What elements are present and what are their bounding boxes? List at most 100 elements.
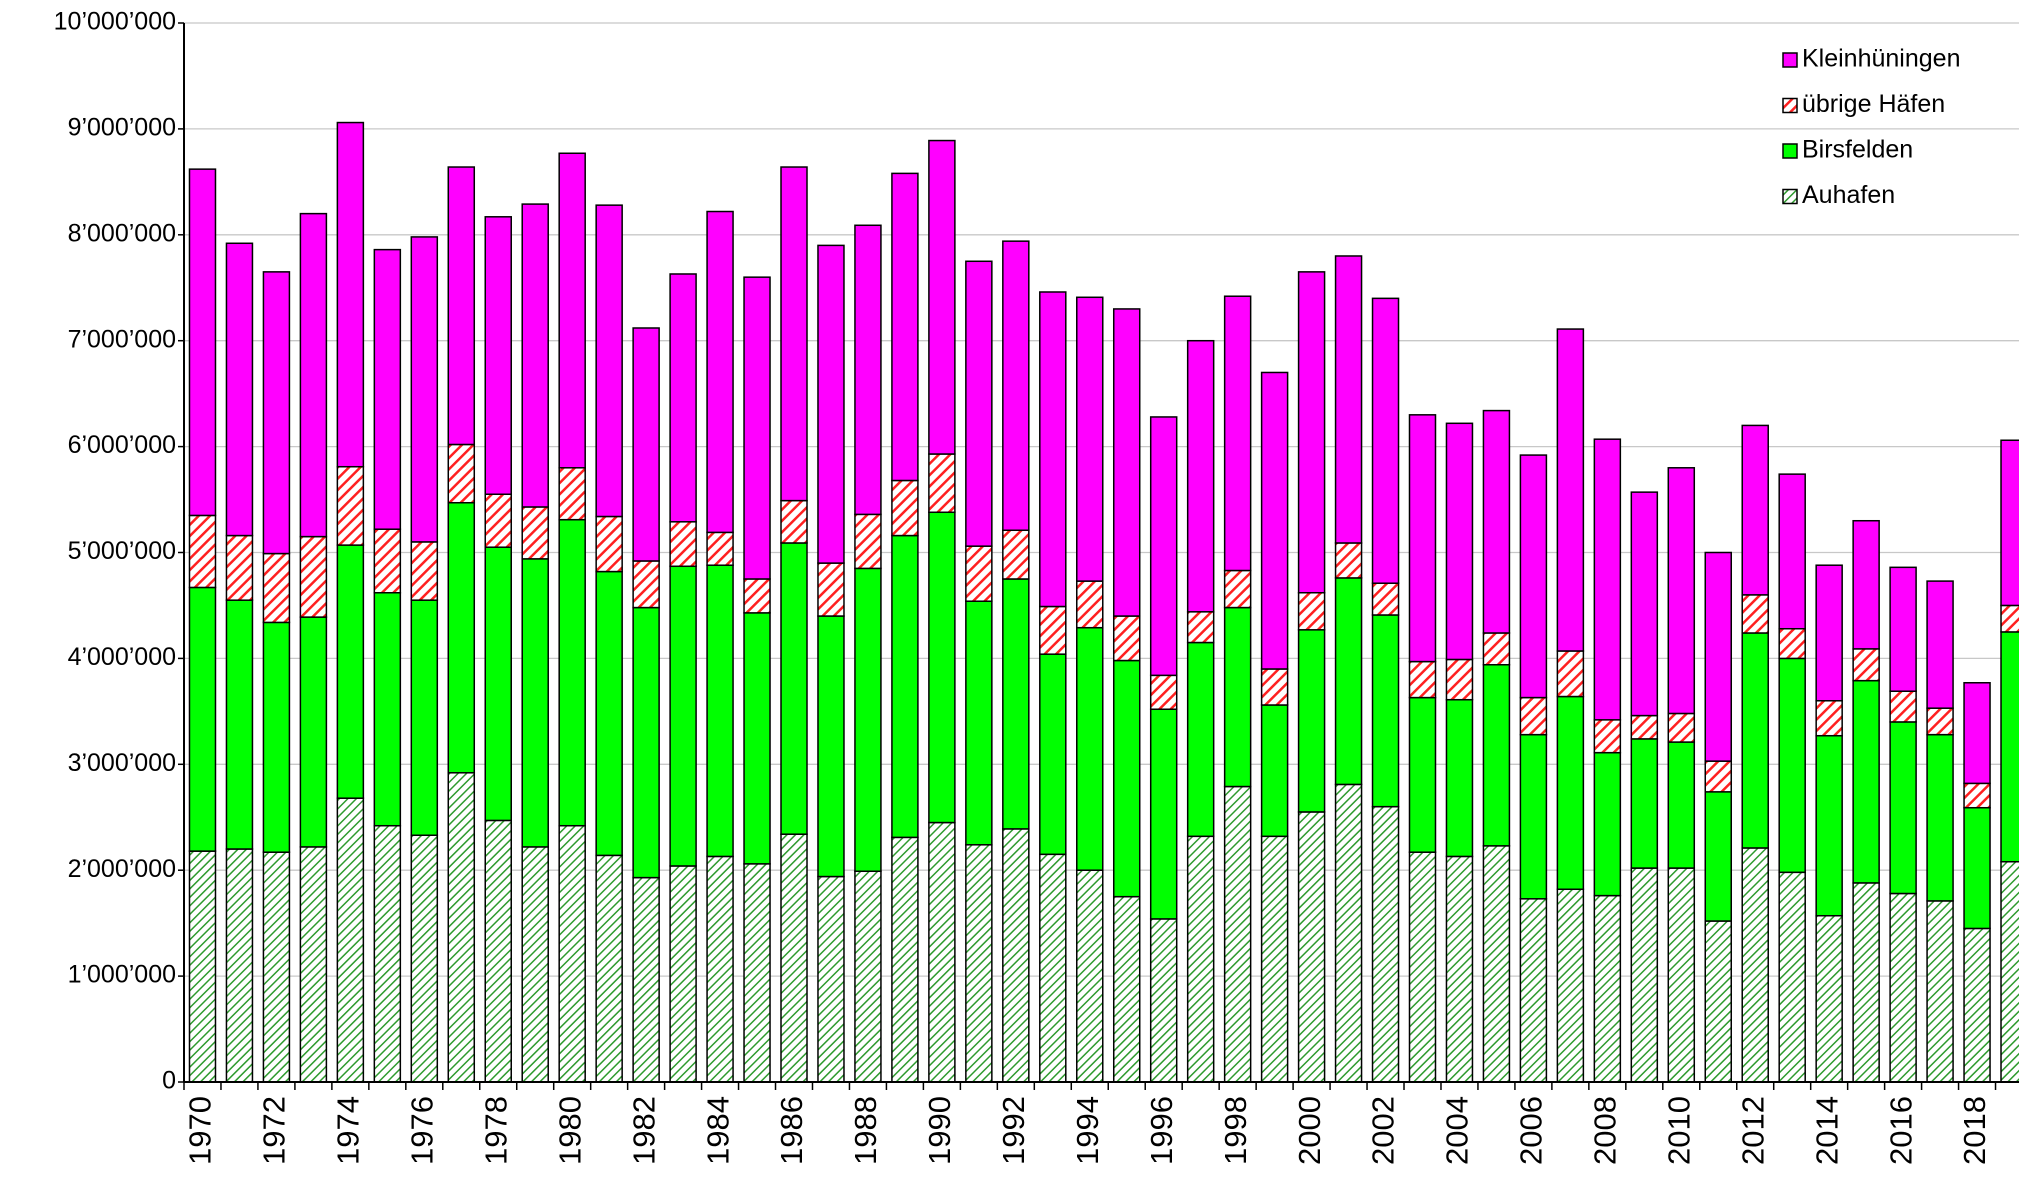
bar-segment: [1371, 805, 1400, 1083]
x-tick-label: 1980: [552, 1096, 587, 1165]
bar-segment: [188, 514, 217, 589]
bar-segment: [1297, 811, 1326, 1083]
bar-segment: [373, 528, 402, 594]
bar-segment: [336, 544, 365, 799]
bar-segment: [336, 797, 365, 1083]
bar-segment: [817, 875, 845, 1083]
bar-segment: [1223, 606, 1252, 788]
bar-segment: [262, 851, 291, 1083]
bar-segment: [1260, 668, 1289, 706]
bar-segment: [854, 870, 882, 1083]
bar-segment: [780, 542, 808, 835]
bar-segment: [1076, 626, 1104, 871]
bar-segment: [447, 772, 476, 1083]
bar-segment: [1741, 424, 1769, 596]
bar-segment: [1002, 578, 1030, 830]
x-tick-label: 1976: [404, 1096, 439, 1165]
bar-segment: [669, 273, 697, 523]
bar-segment: [1963, 927, 1991, 1083]
bar-segment: [1741, 594, 1769, 634]
bar-segment: [743, 612, 771, 865]
bar-segment: [1593, 751, 1622, 897]
bar-segment: [706, 531, 734, 566]
legend-label: Auhafen: [1802, 181, 1895, 209]
bar-segment: [817, 244, 845, 564]
bar-segment: [1334, 783, 1363, 1083]
bar-segment: [1408, 696, 1437, 853]
bar-segment: [447, 166, 476, 446]
bar-segment: [817, 615, 845, 878]
bar-segment: [1260, 704, 1289, 838]
bar-segment: [1926, 733, 1954, 902]
bar-segment: [373, 824, 402, 1083]
bar-segment: [1371, 297, 1400, 584]
bar-segment: [299, 212, 328, 538]
bar-segment: [1852, 882, 1880, 1083]
x-tick-label: 2004: [1440, 1096, 1475, 1165]
bar-segment: [1926, 707, 1954, 736]
bar-segment: [595, 204, 623, 518]
bar-segment: [1297, 591, 1326, 631]
bar-segment: [1149, 918, 1178, 1083]
bar-segment: [891, 479, 919, 537]
bar-segment: [1149, 708, 1178, 920]
bar-segment: [1667, 467, 1696, 715]
y-tick-label: 10’000’000: [54, 8, 176, 36]
bar-segment: [484, 493, 512, 548]
bar-segment: [965, 545, 993, 602]
bar-segment: [743, 578, 771, 614]
bar-segment: [1297, 271, 1326, 594]
bar-segment: [1593, 894, 1622, 1083]
bar-segment: [1852, 519, 1880, 650]
bar-segment: [336, 465, 365, 546]
bar-segment: [1039, 605, 1067, 655]
bar-segment: [1556, 328, 1585, 652]
bar-segment: [1112, 659, 1141, 898]
x-tick-label: 2006: [1514, 1096, 1549, 1165]
y-tick-label: 4’000’000: [68, 643, 176, 671]
bar-segment: [1039, 291, 1067, 608]
x-tick-label: 2016: [1883, 1096, 1918, 1165]
bar-segment: [225, 534, 254, 601]
x-tick-label: 2000: [1292, 1096, 1327, 1165]
bar-segment: [262, 552, 291, 624]
bar-segment: [632, 876, 660, 1083]
y-tick-label: 0: [162, 1067, 176, 1095]
bar-segment: [1704, 760, 1733, 793]
bar-segment: [928, 453, 956, 514]
bar-segment: [1704, 551, 1733, 762]
bar-segment: [1223, 295, 1252, 572]
bar-segment: [410, 236, 439, 543]
bar-segment: [447, 501, 476, 774]
bar-segment: [1778, 627, 1806, 660]
bar-segment: [188, 168, 217, 517]
bar-segment: [1112, 308, 1141, 617]
bar-segment: [1334, 255, 1363, 544]
bar-segment: [1667, 867, 1696, 1083]
bar-segment: [410, 541, 439, 601]
legend-swatch: [1782, 97, 1798, 114]
legend-label: Kleinhüningen: [1802, 45, 1960, 73]
legend-swatch: [1782, 52, 1798, 68]
bar-segment: [558, 518, 586, 827]
bar-segment: [1482, 845, 1511, 1083]
bar-segment: [1815, 734, 1843, 917]
bar-segment: [1076, 296, 1104, 582]
legend-label: übrige Häfen: [1802, 90, 1945, 118]
bar-segment: [262, 621, 291, 853]
bar-segment: [1223, 569, 1252, 609]
bar-segment: [1408, 660, 1437, 699]
bar-segment: [1260, 835, 1289, 1083]
bar-segment: [1482, 632, 1511, 666]
bar-segment: [2000, 604, 2019, 633]
bar-segment: [965, 844, 993, 1083]
x-tick-label: 1998: [1218, 1096, 1253, 1165]
bar-segment: [817, 562, 845, 617]
bar-segment: [1630, 738, 1659, 869]
bar-segment: [188, 586, 217, 852]
bar-segment: [2000, 631, 2019, 863]
bar-segment: [1039, 653, 1067, 856]
bar-segment: [558, 152, 586, 469]
bar-segment: [1260, 371, 1289, 670]
